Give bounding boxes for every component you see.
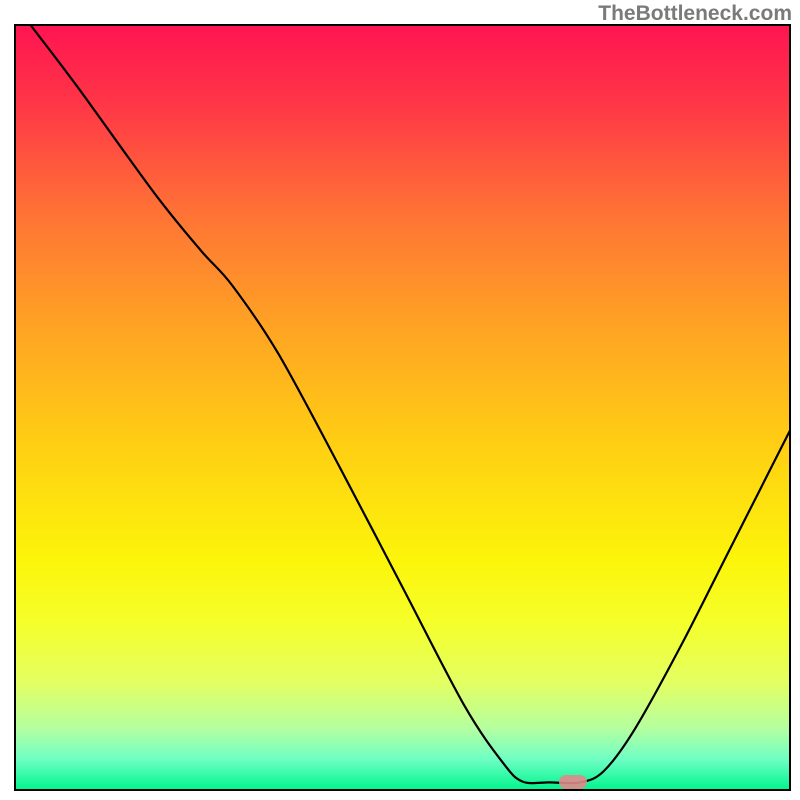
- watermark-text: TheBottleneck.com: [598, 2, 792, 26]
- optimal-point-marker: [559, 775, 587, 789]
- bottleneck-curve: [0, 0, 800, 800]
